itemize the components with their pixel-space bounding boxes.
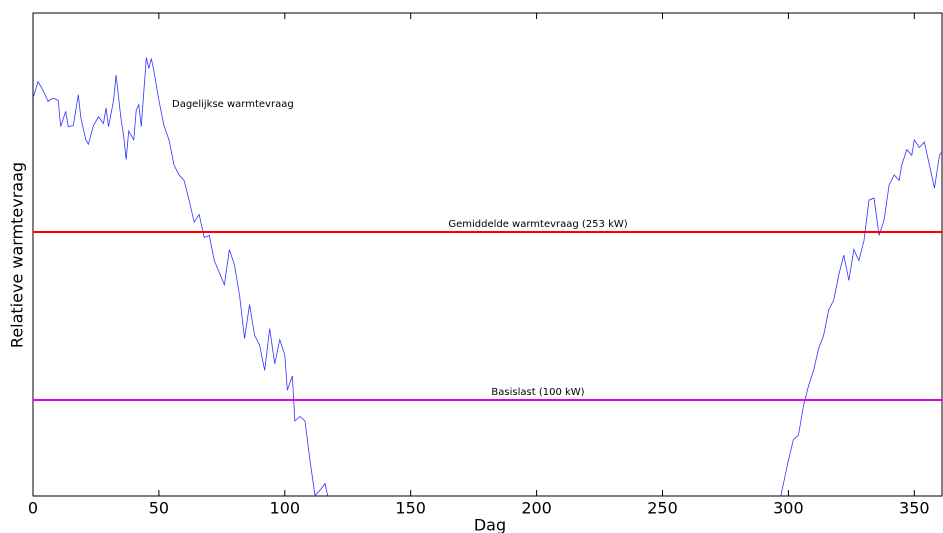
- y-axis-label: Relatieve warmtevraag: [8, 162, 27, 348]
- x-tick-label: 300: [773, 499, 804, 518]
- x-tick-label: 50: [149, 499, 169, 518]
- plot-area: [33, 57, 942, 496]
- reference-label: Gemiddelde warmtevraag (253 kW): [448, 219, 627, 230]
- x-tick-label: 200: [521, 499, 552, 518]
- x-tick-label: 100: [270, 499, 301, 518]
- plot-frame: [32, 12, 943, 497]
- x-axis-label: Dag: [474, 516, 506, 533]
- series-label: Dagelijkse warmtevraag: [172, 99, 294, 110]
- reference-label: Basislast (100 kW): [491, 387, 584, 398]
- series-line: [33, 57, 942, 496]
- x-tick-label: 350: [899, 499, 930, 518]
- x-tick-label: 0: [28, 499, 38, 518]
- x-tick-label: 150: [395, 499, 426, 518]
- x-tick-label: 250: [647, 499, 678, 518]
